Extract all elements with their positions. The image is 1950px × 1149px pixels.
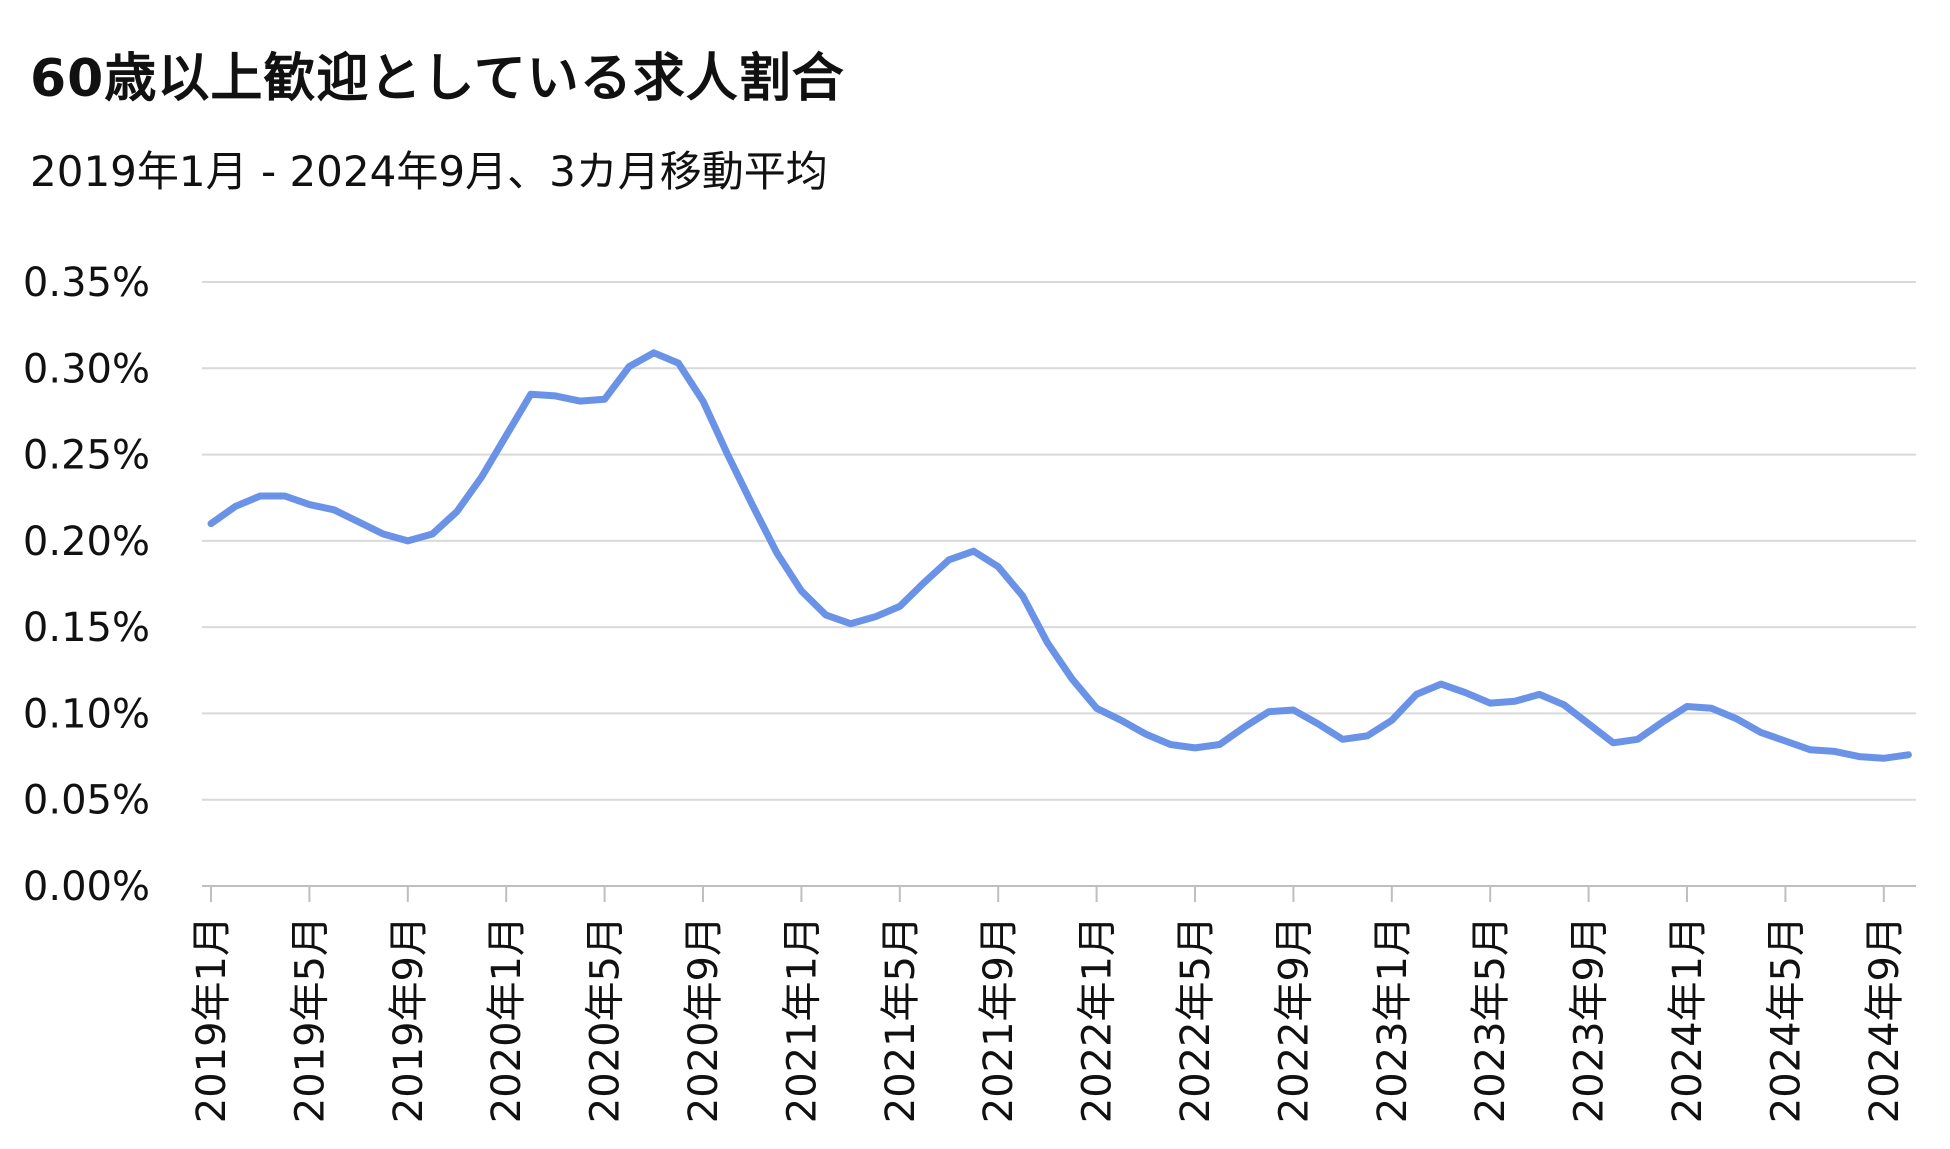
x-tick-label: 2024年5月	[1763, 916, 1809, 1123]
x-tick-label: 2021年9月	[976, 916, 1022, 1123]
x-tick-label: 2023年1月	[1370, 916, 1416, 1123]
x-tick-label: 2020年5月	[583, 916, 629, 1123]
x-tick-label: 2022年5月	[1173, 916, 1219, 1123]
x-axis: 2019年1月 2019年5月 2019年9月 2020年1月 2020年5月 2020年…	[189, 885, 1916, 1123]
chart-subtitle: 2019年1月 - 2024年9月、3カ月移動平均	[30, 147, 828, 196]
y-tick-label: 0.10%	[23, 691, 150, 737]
series-line	[207, 349, 1912, 762]
x-tick-label: 2023年5月	[1468, 916, 1514, 1123]
gridlines	[202, 281, 1916, 801]
x-tick-label: 2023年9月	[1567, 916, 1613, 1123]
x-tick-label: 2020年9月	[681, 916, 727, 1123]
x-tick-label: 2019年5月	[287, 916, 333, 1123]
y-tick-label: 0.05%	[23, 778, 150, 824]
y-axis: 0.00% 0.05% 0.10% 0.15% 0.20% 0.25% 0.30% 0.35%	[23, 260, 150, 910]
y-tick-label: 0.30%	[23, 346, 150, 392]
x-tick-label: 2024年1月	[1665, 916, 1711, 1123]
x-tick-label: 2024年9月	[1862, 916, 1908, 1123]
x-tick-label: 2021年5月	[878, 916, 924, 1123]
x-tick-label: 2019年1月	[189, 916, 235, 1123]
chart-title: 60歳以上歓迎としている求人割合	[30, 49, 845, 109]
y-tick-label: 0.00%	[23, 864, 150, 910]
x-tick-label: 2022年1月	[1075, 916, 1121, 1123]
y-tick-label: 0.15%	[23, 605, 150, 651]
x-tick-label: 2019年9月	[386, 916, 432, 1123]
y-tick-label: 0.20%	[23, 519, 150, 565]
y-tick-label: 0.25%	[23, 433, 150, 479]
series	[207, 349, 1912, 762]
x-tick-label: 2022年9月	[1271, 916, 1317, 1123]
x-tick-label: 2020年1月	[484, 916, 530, 1123]
y-tick-label: 0.35%	[23, 260, 150, 306]
x-tick-label: 2021年1月	[779, 916, 825, 1123]
